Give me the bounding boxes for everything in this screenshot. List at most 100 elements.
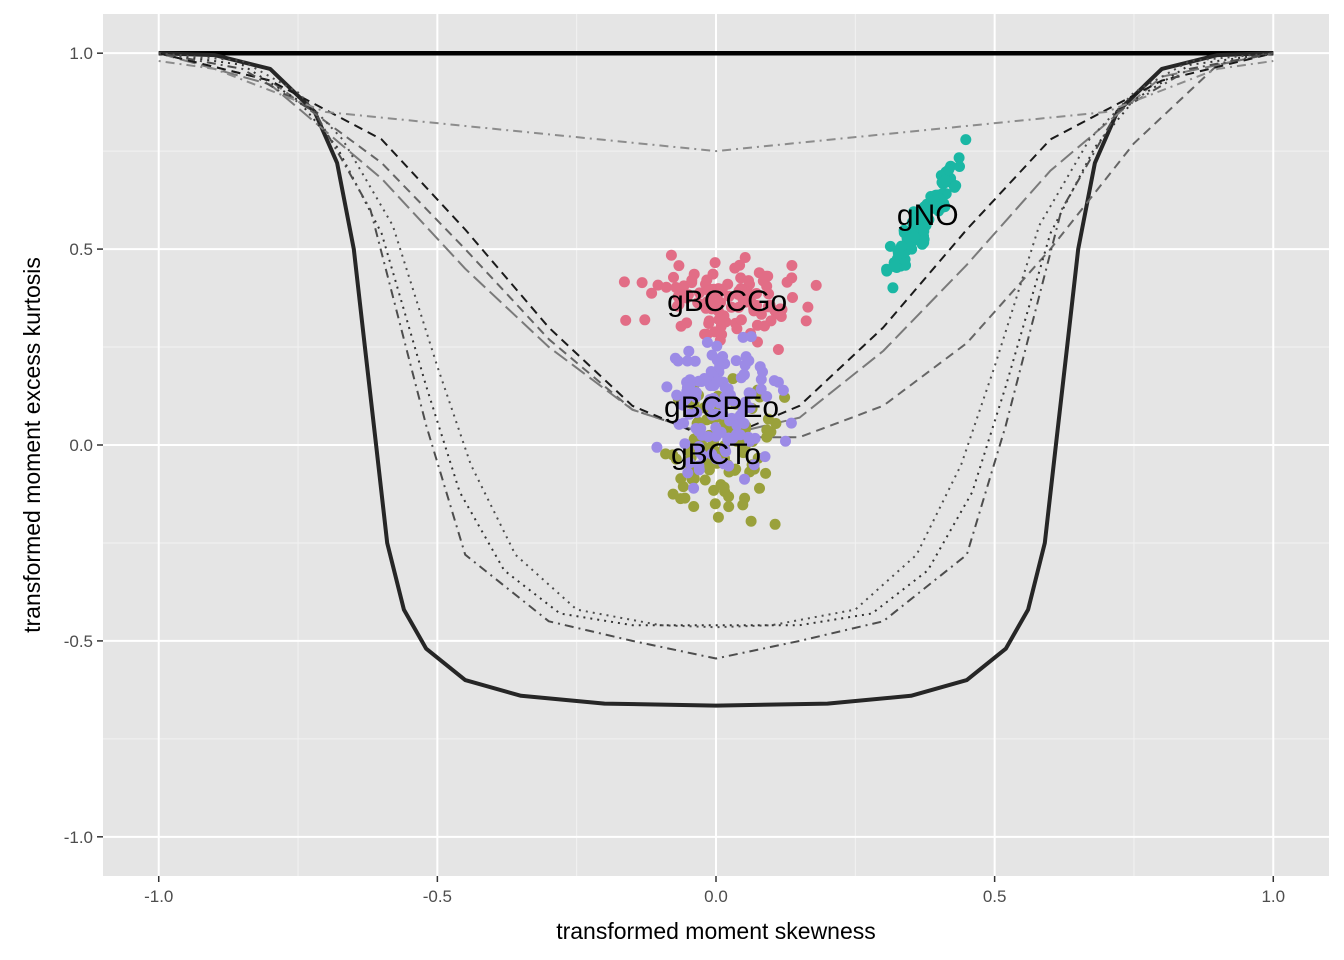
point-gBCCGo [636, 277, 648, 289]
point-gBCCGo [681, 317, 693, 329]
x-tick-label: 0.5 [983, 887, 1007, 906]
point-gBCTo [760, 467, 772, 479]
point-gBCTo [718, 481, 730, 493]
point-gBCPEo [723, 460, 735, 472]
y-tick-label: -1.0 [64, 828, 93, 847]
point-gBCPEo [745, 331, 757, 343]
point-gBCPEo [702, 431, 714, 443]
point-gBCTo [675, 493, 687, 505]
point-gBCTo [737, 447, 749, 459]
point-gBCPEo [693, 460, 705, 472]
point-gBCPEo [706, 448, 718, 460]
point-gBCCGo [702, 284, 714, 296]
point-gBCCGo [620, 314, 632, 326]
point-gBCCGo [739, 252, 751, 263]
y-tick-label: 0.0 [69, 436, 93, 455]
series-gBCCGo [618, 249, 822, 355]
point-gBCTo [712, 511, 724, 523]
point-gBCPEo [671, 389, 683, 401]
point-gBCTo [688, 501, 700, 512]
point-gBCPEo [684, 457, 696, 469]
point-gNO [887, 282, 899, 294]
point-gBCCGo [802, 301, 814, 313]
point-gBCPEo [673, 418, 685, 430]
y-tick-label: 1.0 [69, 44, 93, 63]
point-gBCPEo [694, 447, 706, 459]
point-gBCCGo [668, 271, 679, 283]
point-gBCPEo [701, 336, 713, 348]
data-points [618, 134, 972, 530]
point-gBCCGo [742, 288, 754, 300]
point-gBCPEo [759, 451, 771, 463]
point-gBCPEo [672, 355, 684, 367]
point-gBCCGo [703, 315, 715, 327]
point-gNO [954, 161, 965, 172]
point-gBCCGo [735, 314, 747, 326]
point-gNO [940, 174, 952, 186]
point-gBCTo [745, 515, 757, 527]
point-gBCCGo [652, 279, 664, 291]
point-gBCCGo [751, 319, 763, 331]
point-gBCTo [762, 413, 774, 425]
point-gBCPEo [743, 355, 755, 367]
point-gBCPEo [761, 391, 773, 402]
point-gNO [915, 206, 927, 218]
point-gBCPEo [738, 369, 750, 381]
point-gBCCGo [681, 292, 693, 304]
point-gBCPEo [718, 398, 730, 410]
point-gBCCGo [709, 257, 721, 269]
point-gBCTo [737, 499, 749, 511]
point-gBCPEo [651, 441, 663, 453]
point-gBCPEo [777, 384, 789, 396]
point-gBCTo [699, 474, 711, 486]
point-gBCTo [761, 424, 773, 436]
cluster-label-gBCCGo: gBCCGo [667, 285, 787, 318]
point-gBCPEo [681, 355, 693, 367]
point-gBCPEo [679, 438, 691, 450]
point-gBCCGo [733, 285, 745, 297]
point-gBCCGo [787, 292, 798, 303]
x-axis-title: transformed moment skewness [556, 918, 876, 944]
point-gBCCGo [760, 270, 772, 282]
point-gBCCGo [686, 274, 698, 286]
reference-curve-6 [158, 52, 1274, 627]
point-gBCPEo [754, 361, 766, 373]
y-axis-title: transformed moment excess kurtosis [19, 257, 45, 633]
cluster-label-gBCTo: gBCTo [671, 438, 761, 471]
point-gNO [895, 240, 907, 252]
point-gBCPEo [714, 361, 726, 373]
reference-curve-7 [158, 52, 1274, 629]
point-gBCPEo [681, 382, 693, 394]
series-gBCPEo [651, 331, 797, 494]
point-gNO [898, 224, 910, 236]
point-gBCCGo [731, 323, 743, 335]
y-tick-label: 0.5 [69, 240, 93, 259]
point-gBCPEo [744, 402, 756, 414]
point-gNO [909, 231, 921, 243]
y-tick-label: -0.5 [64, 632, 93, 651]
point-gBCPEo [693, 425, 705, 437]
point-gNO [953, 152, 965, 164]
point-gBCPEo [721, 382, 733, 394]
point-gBCPEo [768, 375, 780, 387]
point-gBCPEo [688, 482, 700, 494]
point-gBCCGo [772, 344, 784, 355]
point-gBCCGo [763, 288, 775, 300]
point-gBCCGo [646, 287, 658, 299]
reference-curve-8 [158, 52, 1274, 660]
point-gBCCGo [700, 302, 712, 314]
point-gBCTo [709, 498, 721, 510]
point-gNO [918, 225, 930, 237]
reference-curve-9 [158, 60, 1274, 153]
point-gBCPEo [739, 473, 750, 485]
point-gBCCGo [786, 260, 798, 271]
point-gBCPEo [748, 459, 760, 471]
point-gBCTo [727, 373, 739, 385]
point-gBCTo [769, 518, 781, 530]
point-gBCCGo [712, 305, 724, 317]
point-gNO [960, 134, 972, 146]
point-gBCCGo [743, 275, 754, 287]
point-gBCCGo [775, 311, 787, 322]
point-gBCCGo [781, 276, 793, 288]
point-gBCCGo [723, 290, 735, 302]
